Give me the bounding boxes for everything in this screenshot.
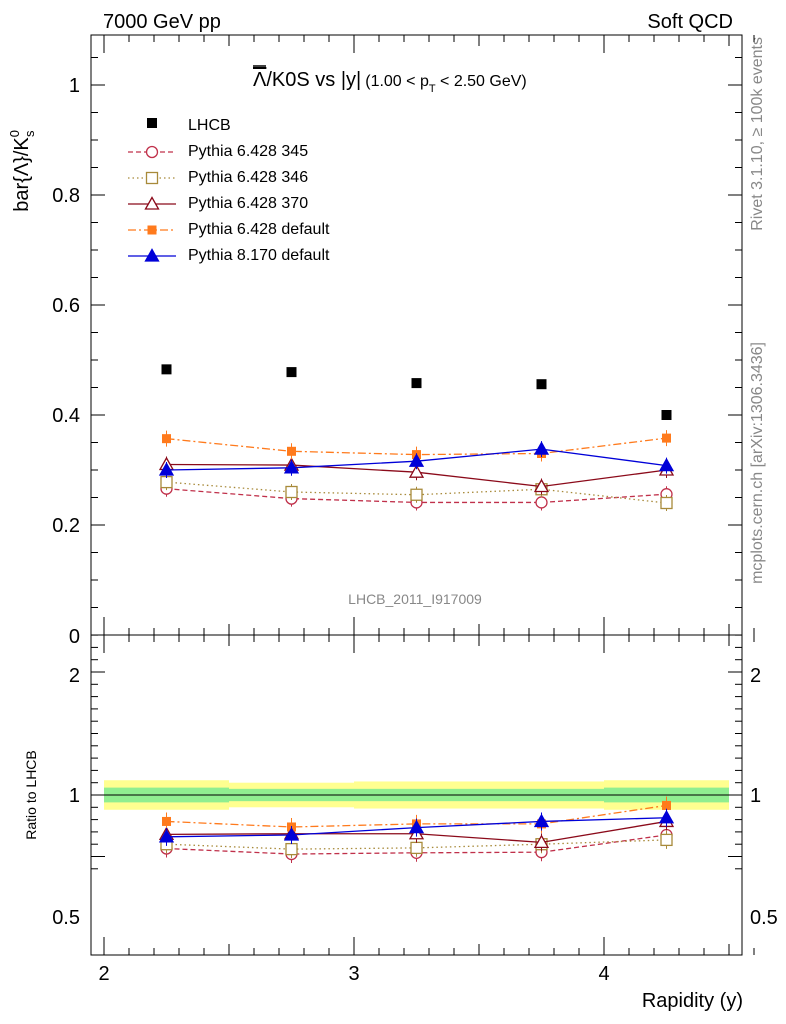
ratio-y-tick-label: 0.5	[52, 907, 80, 929]
series-1-ratio-point	[660, 833, 673, 847]
ratio-y-axis-title: Ratio to LHCB	[23, 750, 39, 839]
y-axis-title: bar{Λ}/K0s	[7, 130, 37, 212]
series-4-ratio-point	[533, 813, 550, 828]
ratio-bands	[104, 780, 729, 810]
ratio-y-tick-label: 1	[69, 785, 80, 807]
legend-marker-series-1	[145, 171, 159, 185]
data-point	[661, 410, 672, 420]
mcplots-label: mcplots.cern.ch [arXiv:1306.3436]	[749, 342, 766, 584]
series-4-ratio-point	[158, 828, 175, 843]
y-tick-label-0: 0	[69, 626, 80, 648]
legend-marker-series-2	[144, 196, 160, 210]
series-3-point	[662, 433, 671, 443]
ratio-y-tick-label-right: 2	[750, 665, 761, 687]
series-4-ratio-point	[658, 809, 675, 824]
series-1-ratio-point	[410, 841, 423, 855]
legend-label-series-1: Pythia 6.428 346	[188, 169, 308, 186]
series-4-point	[158, 462, 175, 476]
series-1-point	[160, 475, 173, 489]
legend-label-lhcb: LHCB	[188, 117, 231, 134]
series-0-point	[535, 496, 548, 509]
legend: LHCB Pythia 6.428 345 Pythia 6.428 346 P…	[128, 117, 330, 264]
legend-marker-lhcb	[147, 118, 157, 128]
series-2-ratio-point	[533, 834, 550, 849]
y-tick-label: 0.2	[52, 515, 80, 537]
x-tick-label: 2	[98, 963, 109, 985]
legend-label-series-4: Pythia 8.170 default	[188, 247, 330, 264]
series-3-line	[166, 437, 667, 456]
ratio-series	[158, 796, 675, 864]
series-4-point	[658, 457, 675, 472]
analysis-watermark: LHCB_2011_I917009	[348, 591, 482, 607]
series-4-ratio-point	[283, 827, 300, 841]
x-tick-label: 3	[348, 963, 359, 985]
y-tick-label: 1	[69, 75, 80, 97]
header-right: Soft QCD	[647, 11, 733, 33]
title-lambda-bar: Λ	[253, 69, 267, 91]
ratio-y-tick-label-right: 1	[750, 785, 761, 807]
series-1-point	[285, 485, 298, 499]
series-4-point	[533, 441, 550, 455]
y-tick-label: 0.4	[52, 405, 80, 427]
x-tick-label: 4	[598, 963, 609, 985]
y-tick-label: 0.8	[52, 185, 80, 207]
series-2-point	[533, 478, 550, 493]
axis-ticks	[91, 35, 755, 955]
legend-marker-series-3	[147, 225, 157, 235]
rivet-label: Rivet 3.1.10, ≥ 100k events	[749, 37, 766, 231]
plot-title: Λ/K0S vs |y| (1.00 < pT < 2.50 GeV)	[253, 69, 527, 95]
legend-marker-series-4	[144, 248, 160, 262]
data-point	[161, 364, 172, 375]
data-point	[536, 379, 547, 390]
series-3-ratio-point	[662, 800, 671, 810]
legend-label-series-0: Pythia 6.428 345	[188, 143, 308, 160]
series-3-point	[162, 434, 171, 444]
y-tick-label: 0.6	[52, 295, 80, 317]
legend-label-series-3: Pythia 6.428 default	[188, 221, 330, 238]
data-point	[411, 378, 422, 389]
ratio-y-tick-label: 2	[69, 665, 80, 687]
series-4-point	[408, 453, 425, 467]
legend-label-series-2: Pythia 6.428 370	[188, 195, 308, 212]
x-axis-title: Rapidity (y)	[642, 990, 743, 1012]
main-series	[158, 364, 675, 511]
ratio-y-tick-label-right: 0.5	[750, 907, 778, 929]
series-1-point	[660, 496, 673, 510]
series-4-ratio-point	[408, 819, 425, 834]
header-left: 7000 GeV pp	[103, 11, 221, 33]
data-point	[286, 367, 297, 378]
series-3-ratio-point	[162, 816, 171, 826]
series-1-ratio-point	[285, 842, 298, 856]
legend-marker-series-0	[145, 145, 159, 159]
series-3-point	[287, 446, 296, 456]
series-3-ratio-line	[166, 804, 667, 828]
series-2-point	[408, 464, 425, 478]
series-1-point	[410, 488, 423, 501]
series-4-point	[283, 459, 300, 474]
